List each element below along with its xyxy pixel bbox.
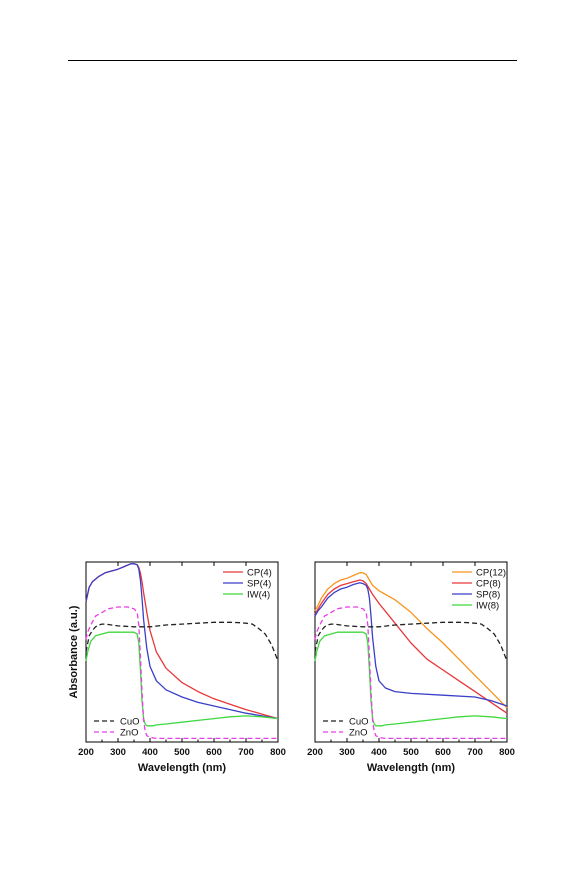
legend-label: SP(8) [476,590,500,601]
y-axis-label: Absorbance (a.u.) [68,605,80,698]
legend-label: ZnO [349,728,367,739]
x-tick-label: 600 [206,747,222,758]
x-tick-label: 200 [78,747,94,758]
x-tick-label: 800 [270,747,286,758]
absorbance-chart-right: 200 300 400 500 600 700 800 Wavelength (nm) CP(1… [307,561,515,774]
series-line-cuo [314,621,508,662]
series-line-zno [314,606,507,740]
x-tick-label: 700 [467,747,483,758]
x-axis-label: Wavelength (nm) [138,762,227,774]
x-tick-label: 400 [142,747,158,758]
legend-label: CP(8) [476,579,501,590]
x-tick-label: 300 [110,747,126,758]
x-tick-label: 700 [238,747,254,758]
legend-label: CuO [349,717,369,728]
x-tick-label: 300 [339,747,355,758]
header-rule [68,60,517,61]
legend-label: IW(4) [247,590,270,601]
series-line-iw4 [85,631,279,727]
legend-label: IW(8) [476,601,499,612]
series-line-sp8 [314,582,508,707]
legend-label: CuO [120,717,140,728]
x-tick-label: 500 [174,747,190,758]
x-tick-label: 200 [307,747,323,758]
series-line-cuo [85,621,279,662]
series-line-zno [85,606,278,740]
x-tick-label: 600 [435,747,451,758]
x-axis-label: Wavelength (nm) [367,762,456,774]
x-tick-label: 500 [403,747,419,758]
series-line-sp4 [85,563,279,720]
x-tick-label: 400 [371,747,387,758]
legend-label: CP(12) [476,568,506,579]
legend-label: CP(4) [247,568,272,579]
legend-label: ZnO [120,728,138,739]
x-tick-label: 800 [499,747,515,758]
series-line-cp12 [314,572,508,709]
series-line-cp8 [314,579,508,714]
absorbance-chart-left: 200 300 400 500 600 700 800 Wavelength (nm) Abso… [68,561,286,774]
legend-label: SP(4) [247,579,271,590]
